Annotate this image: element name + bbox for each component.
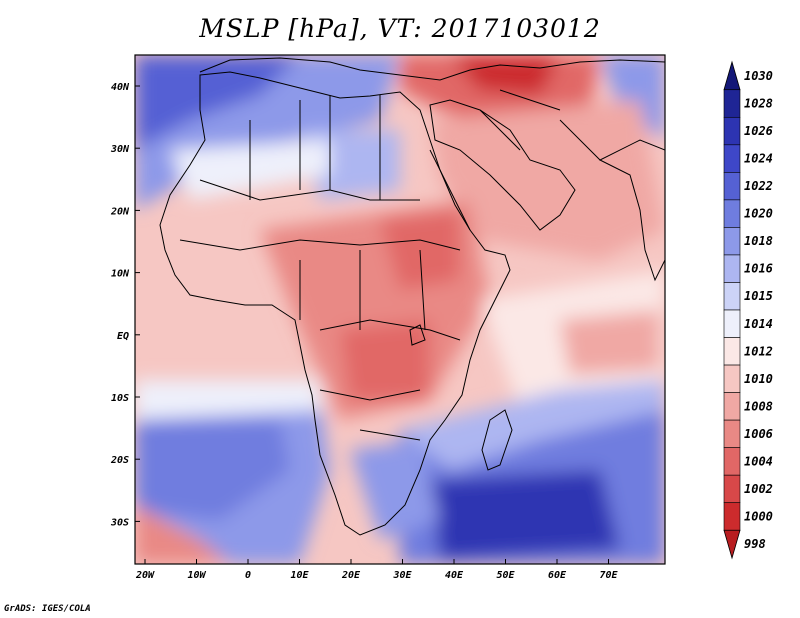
pressure-field (135, 55, 665, 564)
colorbar-label: 1002 (744, 482, 773, 496)
colorbar-swatch (723, 282, 741, 311)
colorbar: 1030 1028 1026 1024 1022 1020 1018 1016 1015 1014… (723, 60, 773, 560)
latitude-axis: 40N 30N 20N 10N EQ 10S 20S 30S (110, 82, 140, 528)
colorbar-label: 1012 (744, 344, 773, 358)
colorbar-swatch (723, 254, 741, 283)
border-7 (479, 89, 601, 161)
south-atlantic-ridge (135, 380, 320, 420)
red-sea (429, 149, 471, 231)
south-africa-high (350, 440, 440, 540)
colorbar-label: 1000 (744, 509, 773, 523)
grads-credit: GrADS: IGES/COLA (4, 604, 91, 614)
europe-coastline (199, 57, 665, 81)
colorbar-top-arrow (723, 60, 741, 91)
lon-tick-label: 10E (290, 570, 309, 581)
border-4 (319, 319, 461, 341)
lat-tick-label: 30S (110, 517, 129, 528)
lon-tick-label: 30E (392, 570, 412, 581)
plot-frame (134, 54, 666, 565)
border-3 (299, 249, 426, 331)
madagascar (481, 409, 513, 471)
colorbar-swatch (723, 447, 741, 476)
colorbar-label: 1004 (744, 454, 773, 468)
north-high-core (135, 55, 300, 150)
south-atlantic-high-core (135, 420, 290, 520)
colorbar-swatch (723, 227, 741, 256)
south-indian-ridge (400, 380, 665, 470)
colorbar-bottom-arrow (723, 529, 741, 560)
indian-ocean-patch (560, 310, 660, 375)
colorbar-swatch (723, 309, 741, 338)
colorbar-label: 1010 (744, 372, 773, 386)
lat-tick-label: 30N (110, 144, 130, 155)
colorbar-label: 1008 (744, 399, 773, 413)
colorbar-label: 1028 (744, 97, 773, 111)
arabia-low (430, 100, 665, 260)
lat-tick-label: 10N (111, 269, 130, 280)
border-2 (179, 239, 461, 251)
lon-tick-label: 20E (341, 570, 361, 581)
lon-tick-label: 10W (187, 570, 206, 581)
colorbar-swatch (723, 144, 741, 173)
lon-tick-label: 40E (445, 570, 464, 581)
colorbar-label: 1022 (744, 179, 773, 193)
lat-tick-label: EQ (117, 331, 129, 342)
colorbar-label: 998 (744, 537, 766, 551)
lat-tick-label: 40N (111, 82, 130, 93)
colorbar-label: 1026 (744, 124, 773, 138)
colorbar-label: 1020 (744, 207, 773, 221)
congo-low (340, 320, 430, 400)
lon-tick-label: 60E (548, 570, 567, 581)
northeast-high (600, 55, 665, 140)
colorbar-swatch (723, 419, 741, 448)
colorbar-swatch (723, 474, 741, 504)
lake-victoria (409, 324, 426, 346)
arabia-coastline (429, 99, 576, 231)
colorbar-swatch (723, 199, 741, 228)
colorbar-label: 1006 (744, 427, 773, 441)
lon-tick-label: 50E (496, 570, 515, 581)
map-title: MSLP [hPa], VT: 2017103012 (199, 14, 601, 43)
lon-tick-label: 20W (135, 570, 155, 581)
border-5 (319, 389, 421, 441)
longitude-axis: 20W 10W 0 10E 20E 30E 40E 50E 60E 70E (135, 559, 619, 581)
colorbar-label: 1024 (744, 152, 773, 166)
south-indian-high-core (430, 470, 620, 560)
lat-tick-label: 10S (111, 393, 129, 404)
border-6 (249, 95, 381, 200)
india-coastline (598, 139, 665, 282)
lat-tick-label: 20S (110, 455, 129, 466)
colorbar-swatch (723, 116, 741, 146)
lon-tick-label: 70E (599, 570, 618, 581)
lat-tick-label: 20N (110, 206, 130, 217)
colorbar-label: 1030 (744, 69, 773, 83)
colorbar-swatch (723, 502, 741, 531)
colorbar-label: 1015 (744, 289, 773, 303)
coastlines (159, 57, 665, 536)
africa-coastline (159, 71, 511, 536)
colorbar-label: 1018 (744, 234, 773, 248)
colorbar-swatch (723, 364, 741, 393)
colorbar-label: 1014 (744, 317, 773, 331)
colorbar-label: 1016 (744, 262, 773, 276)
colorbar-swatch (723, 337, 741, 366)
colorbar-swatch (723, 172, 741, 201)
lon-tick-label: 0 (245, 570, 251, 581)
southwest-low (135, 505, 230, 564)
colorbar-swatch (723, 89, 741, 118)
caspian-low-core (450, 55, 560, 95)
colorbar-swatch (723, 392, 741, 421)
